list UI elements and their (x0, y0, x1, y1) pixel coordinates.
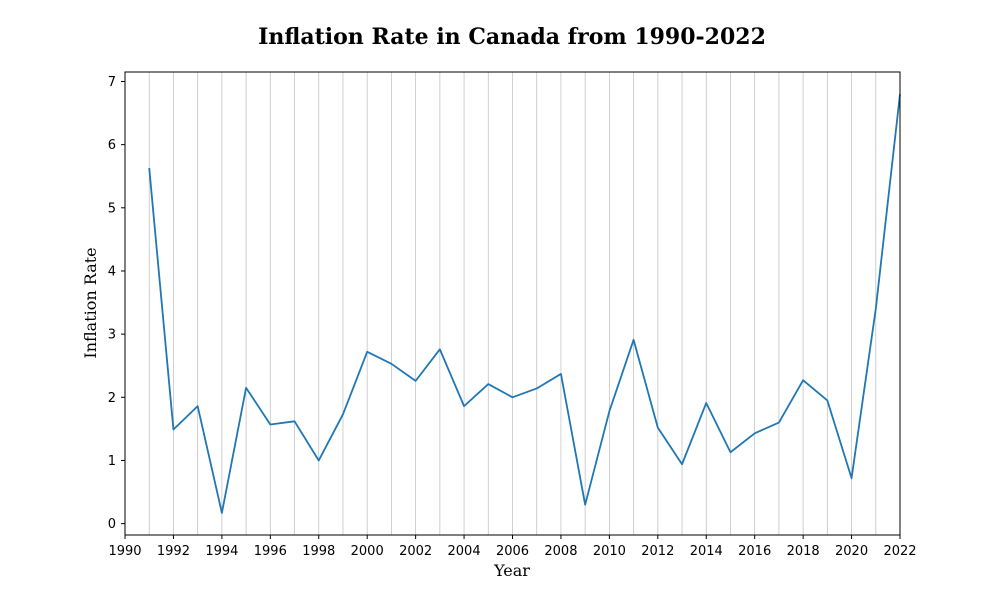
x-tick-label: 1994 (205, 544, 238, 559)
x-tick-label: 2018 (787, 544, 820, 559)
x-axis-label: Year (493, 561, 530, 580)
x-tick-label: 1992 (157, 544, 190, 559)
x-tick-label: 2012 (641, 544, 674, 559)
grid-lines (148, 72, 877, 535)
x-tick-label: 2004 (448, 544, 481, 559)
y-tick-label: 5 (108, 201, 116, 216)
y-tick-label: 0 (108, 517, 116, 532)
series-layer (148, 94, 901, 514)
x-tick-label: 2008 (544, 544, 577, 559)
series-line (148, 94, 901, 514)
x-tick-label: 2020 (835, 544, 868, 559)
y-tick-label: 2 (108, 391, 116, 406)
x-tick-label: 2014 (690, 544, 723, 559)
x-tick-label: 1998 (302, 544, 335, 559)
x-tick-label: 2010 (593, 544, 626, 559)
y-tick-label: 4 (108, 264, 116, 279)
x-tick-label: 2016 (738, 544, 771, 559)
y-tick-label: 6 (108, 138, 116, 153)
y-tick-label: 3 (108, 328, 116, 343)
x-tick-label: 1990 (108, 544, 141, 559)
y-axis-label: Inflation Rate (81, 247, 100, 358)
x-tick-label: 1996 (254, 544, 287, 559)
y-axis: 0 1 2 3 4 5 6 7 (108, 75, 125, 532)
x-axis: 1990 1992 1994 1996 1998 2000 2002 2004 2006 2008… (108, 535, 917, 559)
x-tick-label: 2022 (883, 544, 916, 559)
y-tick-label: 1 (108, 454, 116, 469)
x-tick-label: 2006 (496, 544, 529, 559)
chart-title: Inflation Rate in Canada from 1990-2022 (258, 24, 766, 50)
x-tick-label: 2000 (351, 544, 384, 559)
x-tick-label: 2002 (399, 544, 432, 559)
y-tick-label: 7 (108, 75, 116, 90)
